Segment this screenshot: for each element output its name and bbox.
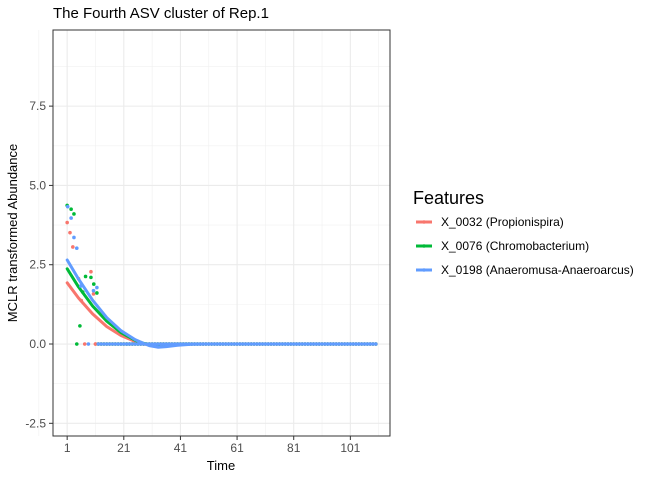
data-point (136, 342, 140, 346)
legend-label: X_0076 (Chromobacterium) (441, 239, 589, 253)
y-tick-label: 5.0 (29, 178, 46, 192)
y-axis-label: MCLR transformed Abundance (5, 144, 20, 322)
series-2 (65, 204, 378, 349)
data-point (124, 342, 129, 346)
data-point (119, 342, 123, 346)
data-point (158, 342, 163, 346)
data-point (95, 291, 99, 295)
legend-title: Features (413, 188, 484, 208)
data-point (91, 288, 96, 293)
data-point (86, 342, 91, 346)
data-point (91, 292, 96, 296)
legend: X_0032 (Propionispira) X_0076 (Chromobact… (416, 215, 634, 277)
marks (65, 203, 378, 349)
data-point (161, 342, 166, 346)
legend-label: X_0198 (Anaeromusa-Anaeroarcus) (441, 263, 634, 277)
axes: 1 21 41 61 81 101 -2.5 0.0 2.5 5.0 7.5 (25, 99, 360, 455)
legend-key-point (422, 268, 426, 272)
data-point (105, 342, 109, 346)
data-point (110, 342, 115, 346)
data-point (65, 220, 69, 225)
grid (38, 30, 390, 436)
data-point (130, 342, 135, 346)
data-point (164, 342, 169, 346)
data-point (89, 275, 93, 280)
data-point (95, 285, 99, 290)
data-point (72, 212, 76, 216)
data-point (65, 204, 70, 209)
data-point (99, 342, 103, 346)
y-tick-label: 2.5 (29, 258, 46, 272)
data-point (116, 342, 120, 346)
data-point (82, 342, 87, 346)
y-tick-label: 7.5 (29, 99, 46, 113)
data-point (89, 269, 93, 274)
data-point (113, 342, 118, 346)
data-point (83, 274, 88, 279)
legend-key-point (422, 244, 426, 248)
data-point (121, 342, 126, 346)
x-tick-label: 81 (287, 441, 301, 455)
data-point (127, 342, 132, 346)
data-point (93, 342, 98, 346)
smooth-line (65, 258, 378, 349)
data-point (102, 342, 106, 346)
data-point (153, 342, 157, 346)
data-point (69, 216, 73, 220)
data-point (68, 230, 72, 235)
data-point (96, 342, 101, 346)
x-tick-label: 101 (340, 441, 360, 455)
x-axis-label: Time (207, 458, 235, 473)
data-point (71, 245, 75, 249)
data-point (155, 342, 160, 346)
panel-border (52, 29, 391, 437)
legend-key-point (422, 220, 426, 224)
data-point (72, 235, 76, 240)
data-point (133, 342, 137, 346)
legend-label: X_0032 (Propionispira) (441, 215, 564, 229)
data-point (107, 342, 112, 346)
x-tick-label: 21 (117, 441, 131, 455)
data-point (78, 324, 82, 328)
data-point (91, 282, 96, 286)
x-tick-label: 61 (230, 441, 244, 455)
y-tick-label: 0.0 (29, 337, 46, 351)
chart-title: The Fourth ASV cluster of Rep.1 (53, 5, 269, 22)
data-point (74, 246, 79, 251)
panel-background (53, 30, 390, 436)
x-tick-label: 1 (64, 441, 71, 455)
data-point (69, 207, 73, 212)
x-tick-label: 41 (174, 441, 188, 455)
data-point (74, 342, 79, 346)
y-tick-label: -2.5 (25, 416, 46, 430)
